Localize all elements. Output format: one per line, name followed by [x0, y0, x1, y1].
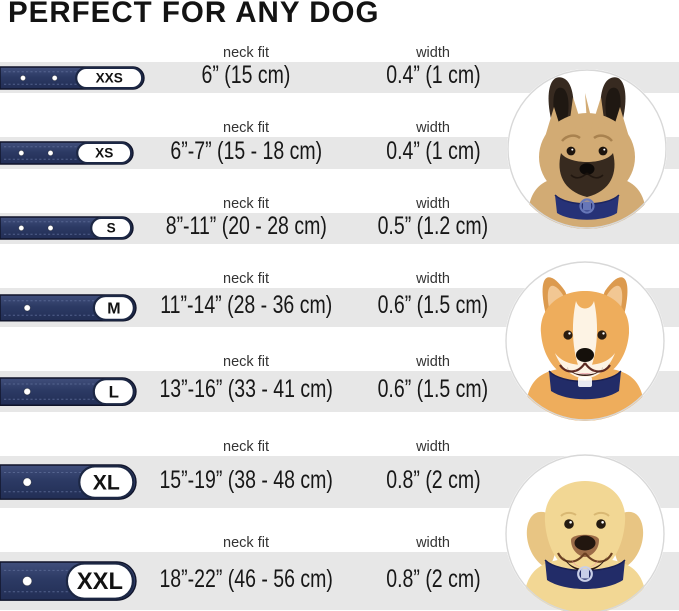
svg-text:M: M — [107, 300, 120, 317]
svg-text:XS: XS — [95, 146, 113, 161]
svg-text:XXS: XXS — [96, 70, 123, 85]
svg-text:XXL: XXL — [77, 569, 123, 595]
svg-text:L: L — [109, 382, 119, 401]
svg-text:XL: XL — [93, 471, 120, 494]
svg-text:S: S — [107, 221, 116, 236]
